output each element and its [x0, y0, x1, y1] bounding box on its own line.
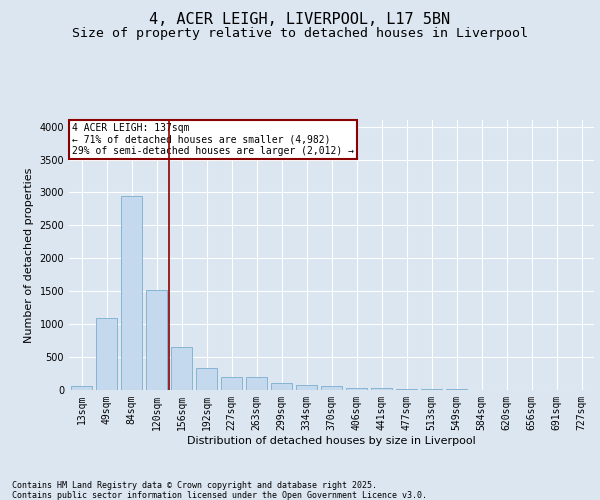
Bar	[321, 386, 342, 390]
Bar	[246, 378, 267, 390]
X-axis label: Distribution of detached houses by size in Liverpool: Distribution of detached houses by size …	[187, 436, 476, 446]
Bar	[221, 377, 242, 390]
Bar	[371, 388, 392, 390]
Text: 4 ACER LEIGH: 137sqm
← 71% of detached houses are smaller (4,982)
29% of semi-de: 4 ACER LEIGH: 137sqm ← 71% of detached h…	[71, 122, 353, 156]
Y-axis label: Number of detached properties: Number of detached properties	[24, 168, 34, 342]
Bar	[71, 386, 92, 390]
Bar	[196, 368, 217, 390]
Bar	[421, 389, 442, 390]
Bar	[396, 388, 417, 390]
Bar	[346, 388, 367, 390]
Bar	[96, 318, 117, 390]
Bar	[296, 384, 317, 390]
Bar	[121, 196, 142, 390]
Text: Size of property relative to detached houses in Liverpool: Size of property relative to detached ho…	[72, 28, 528, 40]
Bar	[146, 290, 167, 390]
Bar	[271, 384, 292, 390]
Text: 4, ACER LEIGH, LIVERPOOL, L17 5BN: 4, ACER LEIGH, LIVERPOOL, L17 5BN	[149, 12, 451, 28]
Text: Contains HM Land Registry data © Crown copyright and database right 2025.: Contains HM Land Registry data © Crown c…	[12, 481, 377, 490]
Text: Contains public sector information licensed under the Open Government Licence v3: Contains public sector information licen…	[12, 491, 427, 500]
Bar	[171, 347, 192, 390]
